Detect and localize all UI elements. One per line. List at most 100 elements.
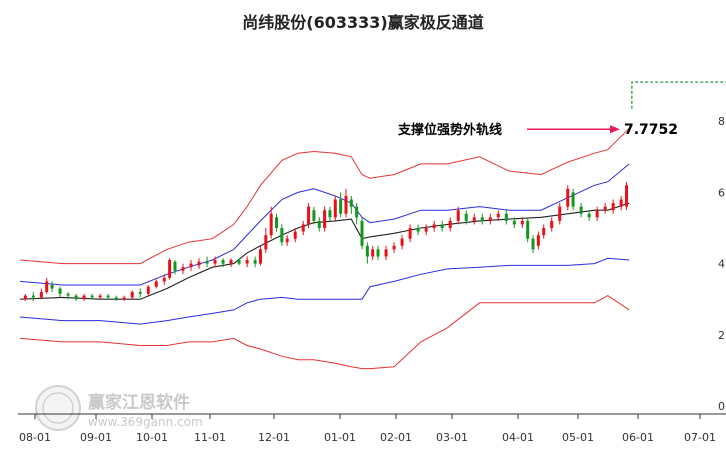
candle-body — [312, 210, 316, 221]
y-tick-label: 2 — [718, 329, 725, 342]
channel-lines — [19, 127, 630, 370]
candle-body — [114, 297, 118, 300]
candle-body — [58, 288, 62, 294]
candle-body — [280, 228, 284, 243]
candle-body — [307, 206, 311, 225]
candle-body — [173, 261, 177, 271]
candle-body — [258, 249, 262, 264]
candle-body — [587, 213, 591, 218]
annotation-value: 7.7752 — [624, 122, 678, 138]
x-tick-label: 07-01 — [684, 431, 716, 444]
candle-body — [181, 267, 185, 271]
watermark-logo-ring-icon — [42, 392, 74, 424]
candle-body — [504, 213, 508, 221]
candle-body — [472, 217, 476, 221]
candle-body — [66, 293, 70, 296]
step-line-path — [631, 81, 726, 109]
candle-body — [349, 199, 353, 207]
candle-body — [488, 217, 492, 221]
candle-body — [355, 206, 359, 218]
candle-body — [45, 281, 49, 293]
x-tick-label: 08-01 — [19, 431, 51, 444]
y-tick-label: 6 — [718, 186, 725, 199]
candle-body — [197, 261, 201, 266]
candle-body — [384, 249, 388, 257]
candle-body — [138, 292, 142, 294]
step-line — [631, 81, 726, 109]
watermark: 赢家江恩软件 www.369gann.com — [35, 385, 203, 431]
candle-body — [264, 235, 268, 250]
candle-body — [400, 238, 404, 246]
candle-body — [619, 199, 623, 207]
candle-body — [146, 286, 150, 294]
candle-body — [333, 199, 337, 218]
candle-body — [416, 228, 420, 232]
candle-body — [448, 220, 452, 228]
candle-body — [323, 210, 327, 228]
candle-body — [229, 260, 233, 264]
candle-body — [392, 245, 396, 250]
candle-body — [205, 261, 209, 264]
candle-body — [480, 217, 484, 221]
candle-body — [31, 295, 35, 298]
candle-body — [440, 224, 444, 228]
candle-body — [371, 249, 375, 257]
candle-body — [106, 295, 110, 298]
candle-body — [339, 199, 343, 214]
candle-body — [456, 210, 460, 221]
candle-body — [424, 228, 428, 232]
ma-line — [19, 202, 630, 300]
candle-body — [189, 263, 193, 268]
watermark-url: www.369gann.com — [88, 415, 203, 429]
candle-body — [550, 220, 554, 228]
candle-body — [245, 260, 249, 264]
x-tick-label: 05-01 — [562, 431, 594, 444]
candle-body — [269, 213, 273, 236]
candle-body — [98, 295, 102, 298]
candle-body — [253, 260, 257, 264]
mid-lower-line — [19, 257, 630, 325]
y-tick-label: 8 — [718, 115, 725, 128]
lower-band-line — [19, 295, 630, 370]
candle-body — [365, 245, 369, 257]
x-tick-label: 03-01 — [436, 431, 468, 444]
watermark-brand: 赢家江恩软件 — [88, 392, 190, 413]
x-tick-label: 01-01 — [324, 431, 356, 444]
annotation: 支撑位强势外轨线 7.7752 — [397, 122, 678, 138]
candle-body — [293, 231, 297, 239]
candle-body — [328, 210, 332, 218]
candle-body — [360, 220, 364, 246]
x-tick-label: 02-01 — [380, 431, 412, 444]
candle-body — [595, 210, 599, 218]
candle-body — [344, 195, 348, 214]
candle-body — [213, 260, 217, 264]
x-axis-ticks: 08-01 09-01 10-01 11-01 12-01 01-01 02-01 03-01… — [19, 414, 716, 444]
candle-body — [579, 206, 583, 214]
candle-body — [531, 238, 535, 250]
candle-body — [317, 220, 321, 228]
candle-body — [237, 260, 241, 264]
candle-body — [39, 292, 43, 298]
candle-body — [542, 228, 546, 236]
candle-body — [154, 281, 158, 287]
candle-body — [74, 295, 78, 300]
chart-title: 尚纬股份(603333)赢家极反通道 — [242, 13, 483, 32]
candle-body — [130, 292, 134, 298]
upper-band-line — [19, 127, 630, 265]
candle-body — [162, 277, 166, 282]
candle-body — [168, 260, 172, 278]
candle-body — [82, 295, 86, 300]
y-tick-label: 0 — [718, 400, 725, 413]
x-tick-label: 06-01 — [622, 431, 654, 444]
candle-body — [464, 213, 468, 221]
candle-body — [122, 297, 126, 300]
candle-body — [496, 213, 500, 218]
candle-body — [23, 295, 27, 300]
candle-body — [611, 203, 615, 211]
annotation-arrowhead-icon — [610, 125, 620, 134]
y-tick-label: 4 — [718, 258, 725, 271]
candle-body — [275, 217, 279, 228]
candle-body — [285, 238, 289, 243]
candle-body — [221, 260, 225, 264]
